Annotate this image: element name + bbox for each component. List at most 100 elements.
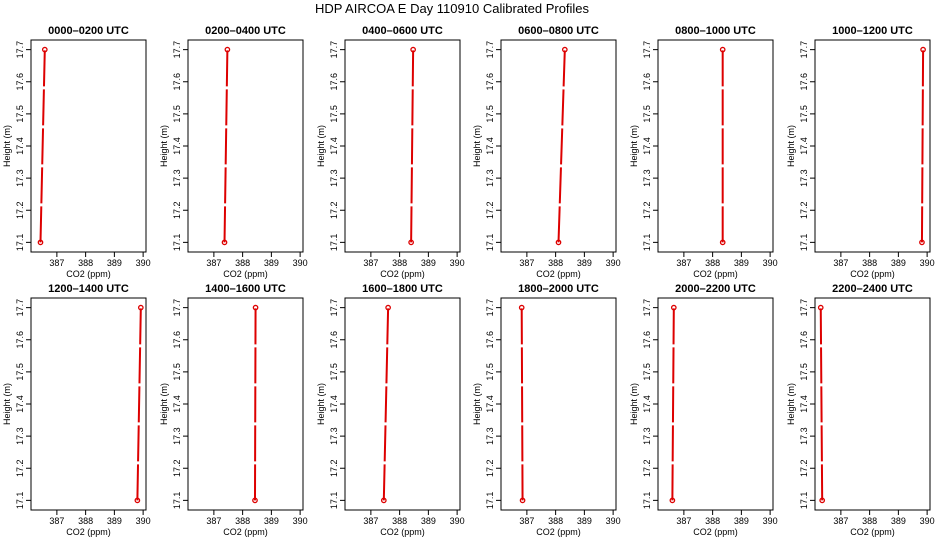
- y-tick-label: 17.5: [485, 363, 495, 381]
- x-tick-label: 390: [606, 258, 621, 268]
- y-tick-label: 17.5: [15, 363, 25, 381]
- y-axis-label: Height (m): [472, 125, 482, 167]
- x-tick-label: 388: [78, 258, 93, 268]
- y-tick-label: 17.3: [642, 169, 652, 187]
- x-tick-label: 389: [577, 516, 592, 526]
- y-tick-label: 17.4: [329, 395, 339, 413]
- profile-line: [520, 307, 524, 501]
- profile-point: [252, 304, 259, 311]
- y-tick-label: 17.2: [329, 201, 339, 219]
- profile-point: [41, 46, 48, 53]
- profile-point: [561, 46, 568, 53]
- y-tick-label: 17.3: [485, 427, 495, 445]
- x-tick-label: 388: [548, 516, 563, 526]
- x-tick-label: 387: [676, 258, 691, 268]
- panel-title: 2200–2400 UTC: [832, 283, 913, 295]
- y-tick-label: 17.5: [799, 105, 809, 123]
- y-tick-label: 17.3: [172, 169, 182, 187]
- x-tick-label: 387: [49, 258, 64, 268]
- y-tick-label: 17.4: [485, 395, 495, 413]
- y-tick-label: 17.3: [329, 427, 339, 445]
- profile-line: [671, 307, 675, 501]
- profile-line: [557, 49, 566, 243]
- x-tick-label: 388: [862, 258, 877, 268]
- x-tick-label: 387: [363, 516, 378, 526]
- y-tick-label: 17.2: [799, 201, 809, 219]
- x-tick-label: 387: [519, 258, 534, 268]
- x-tick-label: 390: [450, 258, 465, 268]
- panel-title: 0800–1000 UTC: [675, 25, 756, 37]
- panel-title: 1800–2000 UTC: [518, 283, 599, 295]
- x-tick-label: 390: [293, 258, 308, 268]
- y-tick-label: 17.4: [15, 395, 25, 413]
- plot-frame: [814, 297, 931, 511]
- y-axis-label: Height (m): [629, 125, 639, 167]
- x-tick-label: 387: [363, 258, 378, 268]
- profile-panel: 1000–1200 UTC 387 388 389 390 17.1 17.2 17.3 17.…: [786, 25, 935, 279]
- y-tick-label: 17.4: [329, 137, 339, 155]
- y-axis-label: Height (m): [159, 125, 169, 167]
- y-axis-label: Height (m): [316, 125, 326, 167]
- y-tick-label: 17.5: [172, 363, 182, 381]
- x-tick-label: 387: [833, 516, 848, 526]
- y-tick-label: 17.5: [642, 363, 652, 381]
- y-tick-label: 17.5: [485, 105, 495, 123]
- plot-frame: [814, 39, 931, 253]
- y-tick-label: 17.7: [172, 41, 182, 59]
- x-tick-label: 388: [78, 516, 93, 526]
- profile-point: [555, 239, 562, 246]
- y-tick-label: 17.1: [799, 234, 809, 252]
- profile-line: [819, 307, 824, 501]
- y-tick-label: 17.7: [642, 299, 652, 317]
- y-tick-label: 17.6: [15, 331, 25, 349]
- profile-line: [920, 49, 925, 243]
- y-tick-label: 17.5: [15, 105, 25, 123]
- profile-point: [919, 239, 925, 246]
- panel-title: 2000–2200 UTC: [675, 283, 756, 295]
- profile-point: [37, 239, 44, 246]
- y-tick-label: 17.6: [329, 73, 339, 91]
- x-tick-label: 390: [920, 516, 935, 526]
- y-tick-label: 17.5: [799, 363, 809, 381]
- x-tick-label: 388: [235, 516, 250, 526]
- profile-line: [382, 307, 390, 501]
- y-tick-label: 17.2: [329, 459, 339, 477]
- x-tick-label: 388: [862, 516, 877, 526]
- x-tick-label: 390: [293, 516, 308, 526]
- x-tick-label: 387: [206, 516, 221, 526]
- panel-title: 1000–1200 UTC: [832, 25, 913, 37]
- x-axis-label: CO2 (ppm): [380, 527, 425, 537]
- profile-point: [519, 497, 526, 504]
- y-tick-label: 17.7: [799, 299, 809, 317]
- y-tick-label: 17.2: [172, 459, 182, 477]
- y-axis-label: Height (m): [159, 383, 169, 425]
- y-tick-label: 17.2: [172, 201, 182, 219]
- x-axis-label: CO2 (ppm): [223, 527, 268, 537]
- profile-panel: 0400–0600 UTC 387 388 389 390 17.1 17.2 17.3 17.…: [316, 25, 465, 279]
- y-tick-label: 17.7: [485, 299, 495, 317]
- figure-title: HDP AIRCOA E Day 110910 Calibrated Profi…: [315, 1, 590, 16]
- profile-point: [224, 46, 231, 53]
- x-tick-label: 387: [206, 258, 221, 268]
- y-tick-label: 17.3: [15, 169, 25, 187]
- y-tick-label: 17.4: [172, 395, 182, 413]
- y-tick-label: 17.5: [172, 105, 182, 123]
- panel-title: 1200–1400 UTC: [48, 283, 129, 295]
- y-tick-label: 17.4: [799, 137, 809, 155]
- y-axis-label: Height (m): [316, 383, 326, 425]
- profile-point: [410, 46, 416, 53]
- y-tick-label: 17.1: [172, 234, 182, 252]
- x-tick-label: 390: [763, 258, 778, 268]
- y-tick-label: 17.6: [172, 331, 182, 349]
- panel-title: 1400–1600 UTC: [205, 283, 286, 295]
- y-tick-label: 17.7: [485, 41, 495, 59]
- y-tick-label: 17.3: [642, 427, 652, 445]
- y-tick-label: 17.7: [172, 299, 182, 317]
- y-tick-label: 17.7: [15, 41, 25, 59]
- profile-panel: 2000–2200 UTC 387 388 389 390 17.1 17.2 17.3 17.…: [629, 283, 778, 537]
- x-tick-label: 390: [763, 516, 778, 526]
- panel-title: 0400–0600 UTC: [362, 25, 443, 37]
- y-tick-label: 17.4: [799, 395, 809, 413]
- x-axis-label: CO2 (ppm): [850, 269, 895, 279]
- plot-frame: [187, 39, 304, 253]
